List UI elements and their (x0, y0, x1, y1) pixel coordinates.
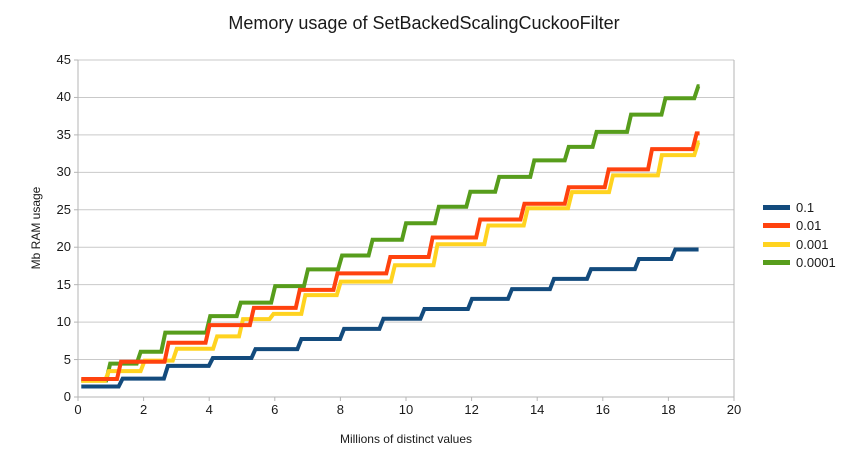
y-tick-label-5: 5 (63, 351, 71, 367)
y-axis-title: Mb RAM usage (29, 186, 43, 270)
x-axis-title: Millions of distinct values (339, 432, 473, 446)
y-tick-label-15: 15 (56, 276, 71, 292)
x-tick-label-2: 2 (139, 402, 148, 417)
legend-swatch-0.0001 (763, 260, 790, 266)
legend-swatch-0.01 (763, 223, 790, 229)
x-tick-label-10: 10 (398, 402, 414, 417)
x-tick-label-12: 12 (464, 402, 479, 417)
legend-label-0.0001: 0.0001 (796, 255, 836, 271)
legend-item-0.01: 0.01 (763, 217, 836, 236)
y-tick-label-10: 10 (56, 314, 71, 330)
legend-label-0.01: 0.01 (796, 218, 822, 234)
x-tick-label-4: 4 (205, 402, 213, 417)
y-tick-label-45: 45 (56, 52, 71, 67)
y-tick-label-35: 35 (56, 126, 71, 142)
x-tick-label-18: 18 (661, 402, 676, 417)
x-tick-label-14: 14 (529, 402, 545, 417)
y-tick-label-40: 40 (56, 89, 71, 105)
series-line-0.1 (81, 247, 699, 389)
y-tick-label-0: 0 (63, 389, 71, 404)
x-tick-label-6: 6 (271, 402, 279, 417)
series-line-0.01 (81, 131, 700, 382)
y-tick-label-30: 30 (56, 164, 71, 180)
legend-item-0.0001: 0.0001 (763, 254, 836, 273)
x-tick-label-0: 0 (74, 402, 82, 417)
legend-swatch-0.1 (763, 204, 790, 210)
legend-swatch-0.001 (763, 241, 790, 247)
x-tick-label-20: 20 (726, 402, 742, 417)
series-line-0.0001 (81, 84, 701, 383)
legend: 0.1 0.01 0.001 0.0001 (763, 198, 836, 272)
y-tick-label-25: 25 (56, 201, 71, 217)
series-line-0.001 (81, 140, 701, 383)
chart-title: Memory usage of SetBackedScalingCuckooFi… (228, 13, 620, 33)
legend-item-0.001: 0.001 (763, 235, 836, 254)
legend-label-0.001: 0.001 (796, 236, 829, 252)
x-tick-label-16: 16 (595, 402, 611, 417)
legend-item-0.1: 0.1 (763, 198, 836, 217)
legend-label-0.1: 0.1 (796, 199, 815, 215)
y-tick-label-20: 20 (56, 239, 71, 255)
x-tick-label-8: 8 (336, 402, 344, 417)
